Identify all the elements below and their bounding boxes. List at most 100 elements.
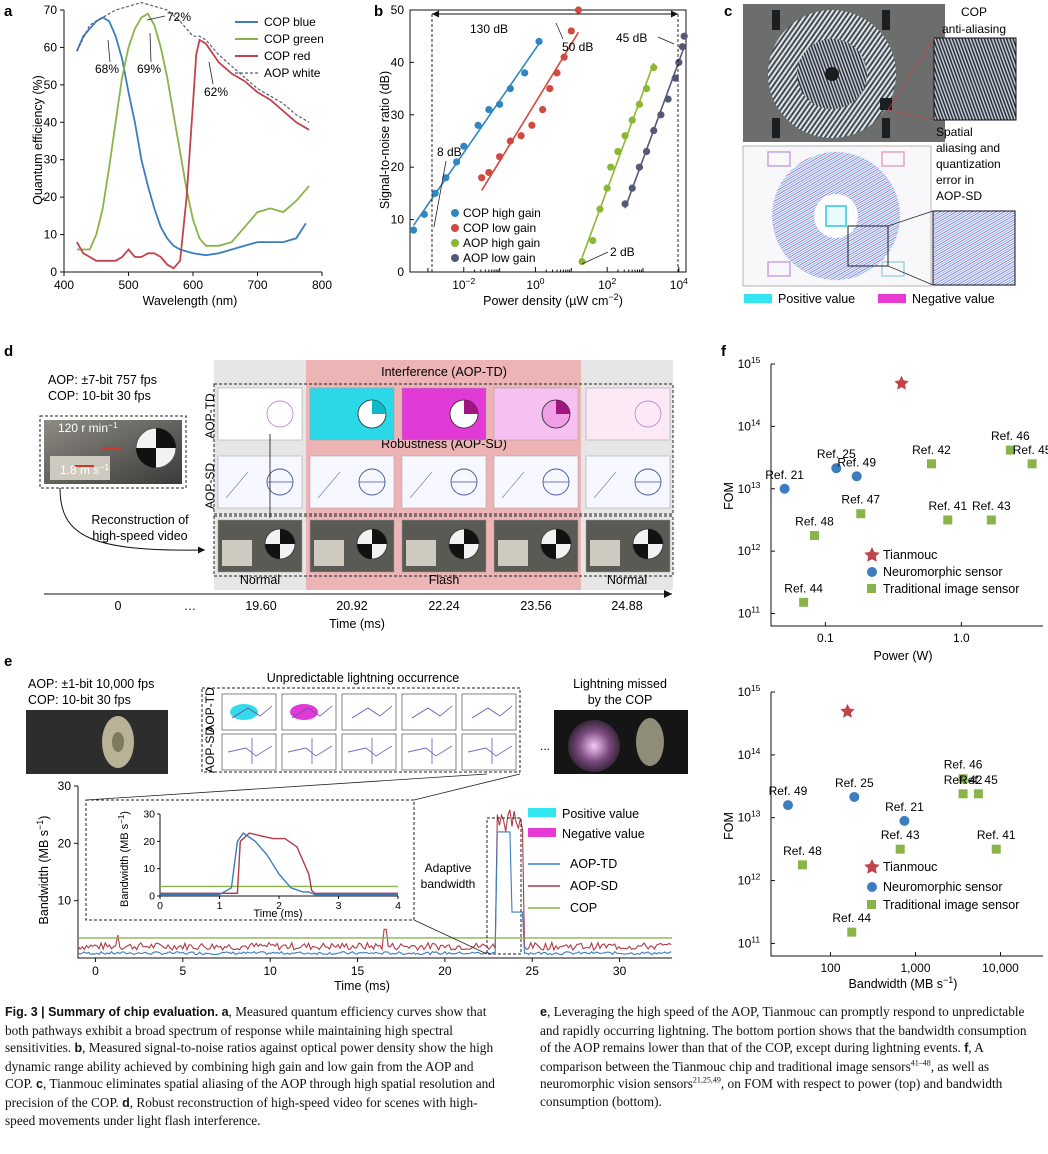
neuromorphic-point <box>831 463 842 474</box>
e-legend-negative: Negative value <box>562 827 645 841</box>
aop-td-star <box>266 400 294 428</box>
traditional-point <box>1027 459 1037 469</box>
d-spec-cop: COP: 10-bit 30 fps <box>48 389 151 403</box>
panel-e: e AOP: ±1-bit 10,000 fps COP: 10-bit 30 … <box>4 653 688 993</box>
snr-point <box>650 64 658 72</box>
neuromorphic-point <box>783 800 793 811</box>
snr-point <box>628 116 636 124</box>
snr-ytick-label: 40 <box>391 55 405 69</box>
fom-point-label: Ref. 45 <box>1013 443 1048 457</box>
qe-ylabel: Quantum efficiency (%) <box>31 75 45 205</box>
inset-xtick-label: 0 <box>157 900 163 912</box>
adaptive-line-2: bandwidth <box>421 877 476 891</box>
panel-label-d: d <box>4 343 13 360</box>
aop-sd-edge <box>409 471 433 499</box>
inset-series-aop-td <box>160 832 398 896</box>
bw-ylabel: Bandwidth (MB s−1) <box>35 816 51 925</box>
legend-aop-low: AOP low gain <box>463 251 536 265</box>
caption-f-label: f <box>964 1041 969 1055</box>
qe-chart: 400 500 600 700 800 0 10 20 30 40 50 60 70 <box>44 1 332 292</box>
recon-star-sector <box>449 544 464 559</box>
bw-xtick-label: 0 <box>92 964 99 978</box>
fom-point-label: Ref. 25 <box>817 447 856 461</box>
inset-xtick-label: 4 <box>395 900 401 912</box>
caption-f-text: , A comparison between the Tianmouc chip… <box>540 1040 984 1074</box>
legend-cop-red: COP red <box>264 49 310 63</box>
snr-point <box>560 53 568 61</box>
legend-neuromorphic-top: Neuromorphic sensor <box>883 565 1003 579</box>
caption-b-label: b <box>74 1041 83 1055</box>
bandwidth-inset-chart: 0 1 2 3 4 0 10 20 30 <box>143 809 401 913</box>
legend-traditional-top: Traditional image sensor <box>883 582 1019 596</box>
snr-point <box>539 105 547 114</box>
fom-point-label: Ref. 49 <box>837 455 876 469</box>
label-spatial-aliasing: Spatial aliasing and quantization error … <box>936 125 1001 203</box>
lightning-branch-sd <box>407 738 453 764</box>
panel-b: b 10−2 100 102 104 0 10 20 30 40 50 Power density… <box>374 3 688 308</box>
snr-point <box>642 85 651 93</box>
caption-c-label: c <box>36 1077 43 1091</box>
snr-point <box>452 158 461 166</box>
fom-point-label: Ref. 42 <box>912 443 951 457</box>
aop-td-frame <box>217 387 303 441</box>
speed-linear: 1.8 m s−1 <box>60 462 109 477</box>
snr-fit-aop-high-gain <box>581 62 655 258</box>
snr-legend: COP high gain COP low gain AOP high gain… <box>451 206 541 265</box>
inset-ytick-label: 0 <box>149 891 155 903</box>
fom-point-label: Ref. 46 <box>944 758 983 772</box>
bw-ytick-label: 20 <box>58 836 72 850</box>
label-cop: COP <box>961 5 987 19</box>
fom-axes <box>770 364 1043 627</box>
panel-label-c: c <box>724 3 732 20</box>
snr-point <box>650 126 658 135</box>
aop-sd-edge <box>593 471 617 499</box>
recon-star-sector <box>280 529 295 544</box>
caption-f-ref2: 21,25,49 <box>692 1075 721 1085</box>
qe-xtick-label: 700 <box>247 278 267 292</box>
band-label-normal-right: Normal <box>607 573 647 587</box>
snr-point <box>621 200 629 208</box>
snr-point <box>635 100 644 108</box>
recon-star-sector <box>556 529 571 544</box>
traditional-point <box>958 774 968 784</box>
snr-point <box>642 147 651 156</box>
legend-tianmouc-bot: Tianmouc <box>883 860 937 874</box>
snr-ytick-label: 0 <box>397 265 404 279</box>
snr-point <box>607 163 615 171</box>
inset-box <box>85 799 415 921</box>
panel-label-f: f <box>721 343 727 360</box>
traditional-point <box>797 860 807 870</box>
aop-td-lightning-frame <box>461 693 517 731</box>
fom-axes <box>770 692 1043 957</box>
d-aop-box <box>213 383 674 515</box>
traditional-point <box>986 515 996 525</box>
snr-xtick-label: 102 <box>598 276 616 292</box>
snr-ylabel: Signal-to-noise ratio (dB) <box>378 71 392 209</box>
snr-ytick-label: 20 <box>391 160 405 174</box>
fom-point-label: Ref. 48 <box>783 844 822 858</box>
traditional-point <box>799 597 809 607</box>
caption-a-label: a <box>221 1005 229 1019</box>
snr-point <box>546 85 554 93</box>
bw-ytick-label: 10 <box>58 894 72 908</box>
fom-vs-power-chart: 1011 1012 1013 1014 1015 0.1 1.0 Ref. 21 Ref. 25… <box>738 355 1048 645</box>
fom-power-xlabel: Power (W) <box>873 649 932 663</box>
snr-point <box>567 27 575 35</box>
snr-xtick-label: 104 <box>670 276 688 292</box>
fom-point-label: Ref. 42 <box>944 773 983 787</box>
snr-point <box>635 163 644 171</box>
bw-series-aop-td <box>77 831 672 956</box>
lightning-branch-td <box>291 705 333 719</box>
band-label-flash: Flash <box>429 573 460 587</box>
lightning-branch-td <box>471 705 513 719</box>
e-row-label-td: AOP-TD <box>203 687 217 733</box>
qe-xtick-label: 400 <box>54 278 74 292</box>
fom-point-label: Ref. 49 <box>769 784 808 798</box>
fom-point-label: Ref. 44 <box>832 911 871 925</box>
snr-point <box>460 142 468 150</box>
traditional-point <box>856 509 866 519</box>
aop-sd-edge <box>501 471 525 499</box>
qe-xtick-label: 600 <box>183 278 203 292</box>
spike-box <box>486 817 522 955</box>
traditional-point <box>926 459 936 469</box>
